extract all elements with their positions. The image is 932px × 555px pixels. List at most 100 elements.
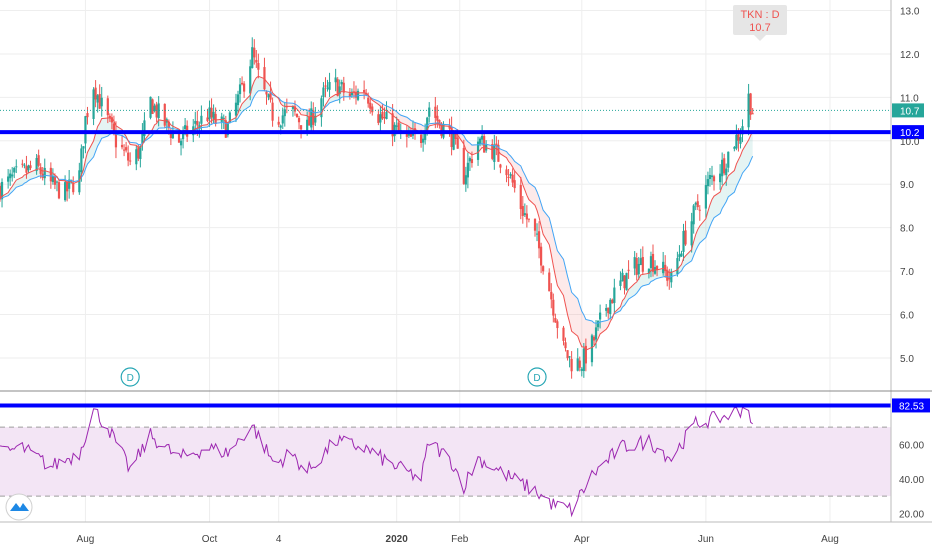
x-tick-label: Aug [821, 534, 839, 545]
candle-body [82, 146, 84, 148]
candle-body [469, 158, 471, 161]
candle-body [15, 166, 17, 167]
candle-body [324, 85, 326, 86]
y-tick-label: 12.0 [900, 50, 920, 61]
dividend-marker-label: D [127, 373, 134, 384]
candle-body [621, 273, 623, 281]
candle-body [58, 182, 60, 198]
candle-body [640, 258, 642, 265]
candle-body [308, 117, 310, 125]
candle-body [595, 327, 597, 339]
candle-body [680, 253, 682, 256]
horizontal-levels[interactable]: 10.710.2 [0, 103, 924, 139]
y-tick-label: 8.0 [900, 224, 914, 235]
candle-body [552, 300, 554, 316]
candle-body [699, 210, 701, 211]
candle-body [538, 231, 540, 248]
candle-body [141, 133, 143, 143]
ticker-badge-label: TKN : D [740, 9, 779, 21]
x-tick-label: Oct [202, 534, 218, 545]
candle-body [509, 174, 511, 176]
ticker-badge: TKN : D 10.7 [733, 5, 787, 41]
candle-body [605, 308, 607, 311]
candle-body [25, 166, 27, 173]
candle-body [326, 88, 328, 89]
candle-body [123, 150, 125, 151]
last-price-label: 10.7 [900, 106, 920, 117]
candle-body [642, 257, 644, 272]
candle-body [149, 97, 151, 118]
candle-body [267, 94, 269, 97]
candle-body [38, 155, 40, 166]
candle-body [300, 125, 302, 129]
candle-body [505, 169, 507, 175]
candle-body [636, 258, 638, 275]
candle-body [467, 163, 469, 178]
candle-body [564, 342, 566, 348]
candle-body [609, 300, 611, 314]
candle-body [208, 107, 210, 119]
candle-body [127, 153, 129, 161]
candle-body [322, 87, 324, 97]
rsi-band [0, 427, 891, 496]
candle-body [206, 118, 208, 122]
candle-body [92, 89, 94, 119]
candle-body [113, 124, 115, 131]
x-tick-label: Aug [77, 534, 95, 545]
candle-body [566, 350, 568, 358]
candle-body [719, 174, 721, 183]
candle-body [249, 66, 251, 93]
y-tick-label: 9.0 [900, 180, 914, 191]
candle-body [562, 328, 564, 341]
x-tick-label: Apr [574, 534, 590, 545]
candle-body [50, 168, 52, 181]
candle-body [577, 358, 579, 370]
candle-body [396, 125, 398, 126]
candle-body [137, 148, 139, 159]
rsi-tick-label: 20.00 [899, 509, 924, 520]
candle-body [86, 113, 88, 117]
ticker-badge-pointer [754, 35, 766, 41]
candle-body [613, 288, 615, 303]
candle-body [280, 125, 282, 127]
candle-body [21, 164, 23, 165]
candle-body [652, 254, 654, 272]
candle-body [581, 369, 583, 371]
candle-body [296, 114, 298, 117]
candle-body [235, 103, 237, 116]
candle-body [335, 77, 337, 82]
candle-body [383, 117, 385, 118]
candle-body [512, 175, 514, 183]
candle-body [739, 137, 741, 144]
candle-body [210, 108, 212, 118]
candle-body [682, 231, 684, 252]
candle-body [465, 175, 467, 184]
candle-body [678, 254, 680, 257]
candle-body [278, 122, 280, 125]
candle-body [436, 116, 438, 121]
candle-body [542, 266, 544, 271]
dividend-marker-label: D [533, 373, 540, 384]
candle-body [556, 321, 558, 328]
candle-body [526, 214, 528, 220]
candle-body [650, 256, 652, 268]
candle-body [711, 175, 713, 177]
candle-body [377, 114, 379, 123]
candle-body [463, 148, 465, 184]
candle-body [713, 176, 715, 181]
candle-body [554, 318, 556, 322]
rsi-tick-label: 40.00 [899, 475, 924, 486]
candle-body [44, 168, 46, 178]
y-tick-label: 5.0 [900, 354, 914, 365]
candle-body [13, 168, 15, 172]
candle-body [251, 47, 253, 68]
ema-fill-segment [102, 118, 108, 138]
candle-body [591, 335, 593, 362]
candle-body [493, 145, 495, 162]
candle-body [212, 112, 214, 119]
candle-body [691, 221, 693, 245]
candle-body [550, 292, 552, 300]
